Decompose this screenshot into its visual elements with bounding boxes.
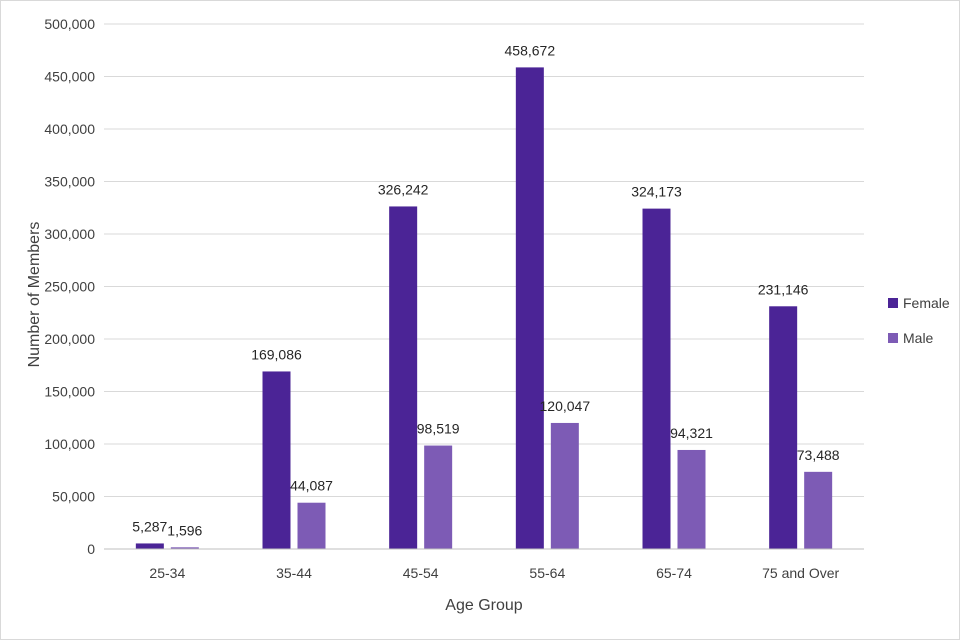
x-tick-label: 65-74	[656, 565, 692, 581]
x-tick-label: 75 and Over	[762, 565, 839, 581]
y-tick-label: 500,000	[44, 16, 95, 32]
data-label: 1,596	[167, 522, 202, 538]
data-label: 169,086	[251, 346, 302, 362]
data-label: 94,321	[670, 425, 713, 441]
bar-female	[515, 67, 544, 549]
data-label: 324,173	[631, 184, 682, 200]
bars	[135, 67, 833, 549]
data-label: 44,087	[290, 478, 333, 494]
x-axis-ticks: 25-34 35-44 45-54 55-64 65-74 75 and Over	[149, 565, 839, 581]
legend-label-male: Male	[903, 330, 934, 346]
legend-swatch-male	[888, 333, 898, 343]
y-tick-label: 400,000	[44, 121, 95, 137]
bar-male	[804, 471, 833, 549]
y-tick-label: 150,000	[44, 384, 95, 400]
x-axis-title: Age Group	[445, 597, 522, 614]
y-tick-label: 350,000	[44, 174, 95, 190]
data-label: 458,672	[505, 42, 556, 58]
bar-male	[297, 502, 326, 549]
y-tick-label: 50,000	[52, 489, 95, 505]
x-tick-label: 45-54	[403, 565, 439, 581]
bar-female	[262, 371, 291, 549]
bar-female	[389, 206, 418, 549]
x-tick-label: 55-64	[529, 565, 565, 581]
bar-male	[677, 449, 706, 549]
legend-swatch-female	[888, 298, 898, 308]
data-label: 231,146	[758, 281, 809, 297]
data-label: 98,519	[417, 421, 460, 437]
y-tick-label: 100,000	[44, 436, 95, 452]
legend: Female Male	[888, 295, 950, 346]
data-label: 326,242	[378, 181, 429, 197]
y-axis-ticks: 0 50,000 100,000 150,000 200,000 250,000 300,0…	[44, 16, 95, 557]
y-tick-label: 200,000	[44, 331, 95, 347]
y-tick-label: 450,000	[44, 69, 95, 85]
bar-female	[769, 306, 798, 549]
data-label: 73,488	[797, 447, 840, 463]
bar-male	[550, 422, 579, 549]
bar-male	[424, 445, 453, 549]
legend-label-female: Female	[903, 295, 950, 311]
y-tick-label: 0	[87, 541, 95, 557]
bar-female	[642, 208, 671, 549]
y-tick-label: 250,000	[44, 279, 95, 295]
data-labels: 5,287 1,596 169,086 44,087 326,242 98,519 458,…	[132, 42, 839, 538]
y-axis-title: Number of Members	[26, 222, 43, 368]
bar-male	[170, 547, 199, 549]
data-label: 120,047	[540, 398, 591, 414]
bar-female	[135, 543, 164, 549]
y-tick-label: 300,000	[44, 226, 95, 242]
data-label: 5,287	[132, 518, 167, 534]
x-tick-label: 35-44	[276, 565, 312, 581]
x-tick-label: 25-34	[149, 565, 185, 581]
gridlines	[104, 23, 864, 497]
